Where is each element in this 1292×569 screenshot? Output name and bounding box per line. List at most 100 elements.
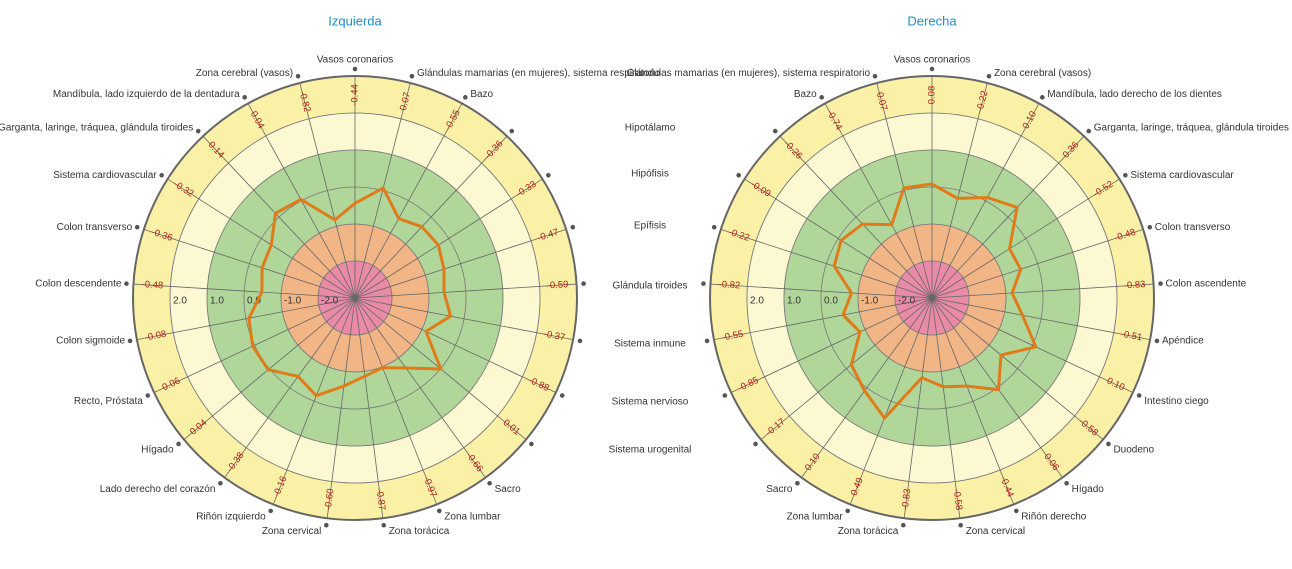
spoke <box>931 135 1085 299</box>
category-dot <box>736 172 741 178</box>
r-tick-label: 1.0 <box>787 296 801 307</box>
category-label: Colon transverso <box>1155 222 1231 233</box>
category-dot <box>559 393 565 398</box>
value-label: -0.55 <box>721 329 744 344</box>
category-label: Vasos coronarios <box>894 55 971 66</box>
spoke <box>931 297 961 519</box>
value-label: -0.37 <box>543 329 566 344</box>
spoke <box>931 297 1015 505</box>
category-label: Mandíbula, lado derecho de los dientes <box>1047 89 1222 100</box>
spoke <box>153 297 356 393</box>
category-label: Glándulas mamarias (en mujeres), sistema… <box>417 68 661 79</box>
spoke <box>143 229 356 299</box>
category-label: Sistema urogenital <box>609 445 692 456</box>
category-label: Lado derecho del corazón <box>100 484 216 495</box>
category-label: Sistema nervioso <box>612 397 689 408</box>
r-tick-label: -2.0 <box>898 296 916 307</box>
category-dot <box>195 128 201 134</box>
category-dot <box>711 224 717 230</box>
category-dot <box>1154 338 1160 344</box>
category-label: Zona torácica <box>389 526 450 537</box>
value-label: -0.83 <box>900 488 914 511</box>
spoke <box>326 297 356 519</box>
spoke <box>354 178 543 299</box>
spoke <box>931 297 1104 440</box>
spoke <box>931 82 988 299</box>
spoke <box>760 297 933 440</box>
category-dot <box>819 95 824 100</box>
r-tick-label: 1.0 <box>210 296 224 307</box>
category-label: Bazo <box>470 89 493 100</box>
category-label: Garganta, laringe, tráquea, glándula tir… <box>1094 123 1289 134</box>
category-dot <box>295 73 301 79</box>
category-dot <box>176 441 181 447</box>
spoke <box>730 297 933 393</box>
category-dot <box>722 393 728 398</box>
spoke <box>224 297 356 478</box>
category-dot <box>753 441 758 447</box>
r-tick-label: 0.0 <box>824 296 838 307</box>
spoke <box>720 229 933 299</box>
value-label: 0.07 <box>874 91 889 112</box>
value-label: -0.83 <box>1123 279 1145 291</box>
category-label: Apéndice <box>1162 336 1204 347</box>
category-label: Colon ascendente <box>1166 278 1247 289</box>
outer-ring <box>709 75 1155 521</box>
category-dot <box>124 281 129 286</box>
category-dot <box>986 73 992 79</box>
r-tick-label: 0.0 <box>247 296 261 307</box>
category-dot <box>381 522 387 528</box>
spoke <box>272 297 356 505</box>
value-label: -0.59 <box>546 279 568 291</box>
value-label: -0.60 <box>323 488 337 511</box>
spoke <box>167 178 356 299</box>
value-label: -0.82 <box>296 90 312 114</box>
category-dot <box>463 95 468 100</box>
category-label: Epífisis <box>634 221 666 232</box>
category-label: Colon descendente <box>35 278 122 289</box>
category-dot <box>509 128 515 134</box>
r-tick-label: -1.0 <box>861 296 879 307</box>
value-label: -0.22 <box>974 90 990 114</box>
category-label: Mandíbula, lado izquierdo de la dentadur… <box>53 89 240 100</box>
category-label: Zona lumbar <box>444 512 501 523</box>
spoke <box>849 297 933 505</box>
category-dot <box>546 172 551 178</box>
category-label: Garganta, laringe, tráquea, glándula tir… <box>0 123 193 134</box>
spoke <box>354 135 508 299</box>
chart-title: Izquierda <box>328 13 382 28</box>
category-dot <box>958 522 964 528</box>
category-dot <box>1014 508 1019 514</box>
category-label: Recto, Próstata <box>74 396 143 407</box>
category-label: Sacro <box>766 484 793 495</box>
spoke <box>931 283 1154 299</box>
category-label: Glándulas mamarias (en mujeres), sistema… <box>627 68 871 79</box>
category-dot <box>268 508 273 514</box>
value-label: 0.07 <box>398 91 413 112</box>
spoke <box>713 297 933 340</box>
category-label: Zona cerebral (vasos) <box>196 68 293 79</box>
spoke <box>354 82 411 299</box>
category-dot <box>845 508 850 514</box>
category-label: Hígado <box>1072 484 1105 495</box>
category-dot <box>242 95 247 100</box>
category-label: Zona cervical <box>262 526 321 537</box>
spoke <box>824 103 933 299</box>
category-dot <box>929 66 935 72</box>
category-label: Glándula tiroides <box>612 281 687 292</box>
spoke <box>354 297 574 340</box>
category-label: Hipófisis <box>631 169 669 180</box>
category-dot <box>437 508 442 514</box>
category-dot <box>127 338 133 344</box>
spoke <box>931 297 1134 393</box>
category-label: Duodeno <box>1113 445 1154 456</box>
category-dot <box>581 281 586 286</box>
category-dot <box>159 172 164 178</box>
spoke <box>779 135 933 299</box>
r-tick-label: 2.0 <box>173 296 187 307</box>
category-label: Riñón derecho <box>1021 512 1086 523</box>
category-label: Sacro <box>495 484 522 495</box>
spoke <box>133 283 356 299</box>
category-label: Zona cerebral (vasos) <box>994 68 1091 79</box>
